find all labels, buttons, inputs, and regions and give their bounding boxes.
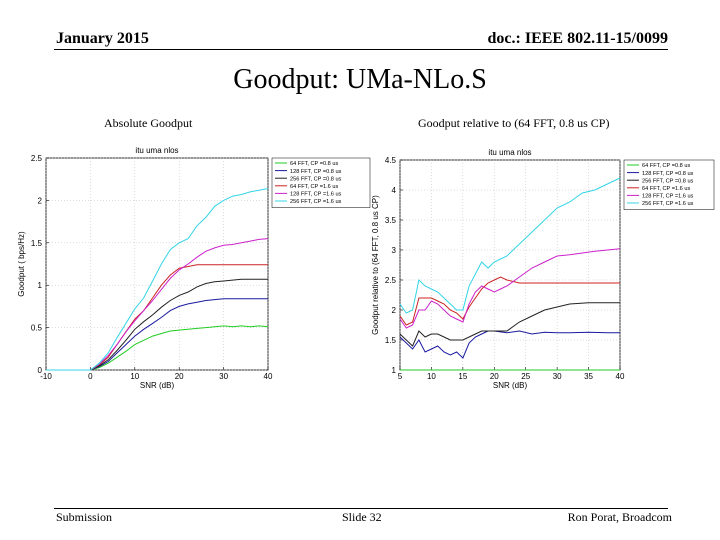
- series-line-5: [46, 238, 269, 371]
- y-tick-label: 2: [38, 196, 43, 205]
- header-doc-id: doc.: IEEE 802.11-15/0099: [487, 30, 668, 47]
- chart-title: itu uma nlos: [135, 146, 178, 155]
- x-tick-label: 40: [264, 372, 273, 381]
- legend-entry: 128 FFT, CP =0.8 us: [290, 169, 342, 175]
- y-tick-label: 1.5: [385, 336, 397, 345]
- series-line-4: [46, 264, 268, 371]
- legend-entry: 256 FFT, CP =1.6 us: [290, 199, 342, 205]
- series-line-3: [46, 278, 268, 371]
- footer-slide-number: Slide 32: [342, 510, 382, 524]
- y-tick-label: 2: [392, 306, 397, 315]
- footer-submission: Submission: [56, 510, 113, 524]
- series-line-2: [46, 298, 268, 371]
- x-tick-label: 35: [584, 372, 593, 381]
- subtitle-relative: Goodput relative to (64 FFT, 0.8 us CP): [418, 116, 610, 130]
- series-line-1: [46, 325, 269, 371]
- x-tick-label: -10: [40, 372, 52, 381]
- x-tick-label: 10: [130, 372, 139, 381]
- x-tick-label: 20: [175, 372, 184, 381]
- slide-title: Goodput: UMa-NLo.S: [233, 64, 487, 95]
- y-axis-label: Goodput ( bps/Hz): [17, 231, 26, 297]
- series-line-4: [399, 276, 620, 326]
- subtitle-absolute: Absolute Goodput: [104, 116, 193, 130]
- x-tick-label: 40: [616, 372, 625, 381]
- y-tick-label: 4.5: [385, 156, 397, 165]
- legend-box: [271, 157, 371, 208]
- legend-entry: 128 FFT, CP =1.6 us: [642, 194, 694, 200]
- footer-author: Ron Porat, Broadcom: [567, 510, 672, 524]
- x-tick-label: 25: [521, 372, 530, 381]
- legend-entry: 64 FFT, CP =0.8 us: [290, 161, 338, 167]
- y-tick-label: 1.5: [31, 239, 43, 248]
- y-tick-label: 0: [38, 366, 43, 375]
- legend-entry: 64 FFT, CP =1.6 us: [642, 186, 690, 192]
- y-tick-label: 2.5: [385, 276, 397, 285]
- y-tick-label: 2.5: [31, 154, 43, 163]
- chart-2: 5 10 15 20 25 30 35 40 1 1.5 2 2.5 3 3.5 4 4.5 itu uma n…: [371, 148, 715, 390]
- y-axis-label: Goodput relative to (64 FFT, 0.8 us CP): [371, 195, 380, 335]
- legend-entry: 256 FFT, CP =0.8 us: [290, 176, 342, 182]
- legend-entry: 64 FFT, CP =0.8 us: [642, 163, 690, 169]
- legend-entry: 256 FFT, CP =1.6 us: [642, 201, 694, 207]
- x-tick-label: 10: [427, 372, 436, 381]
- series-line-5: [399, 248, 621, 329]
- footer-rule: [54, 508, 668, 509]
- series-line-6: [399, 177, 621, 314]
- legend-entry: 256 FFT, CP =0.8 us: [642, 178, 694, 184]
- legend-entry: 64 FFT, CP =1.6 us: [290, 184, 338, 190]
- y-tick-label: 3.5: [385, 216, 397, 225]
- x-tick-label: 30: [553, 372, 562, 381]
- plot-area: [45, 157, 269, 371]
- legend-entry: 128 FFT, CP =0.8 us: [642, 171, 694, 177]
- series-line-3: [399, 302, 620, 347]
- x-tick-label: 15: [458, 372, 467, 381]
- y-tick-label: 0.5: [31, 324, 43, 333]
- y-tick-label: 3: [392, 246, 397, 255]
- y-tick-label: 1: [38, 281, 43, 290]
- x-axis-label: SNR (dB): [140, 381, 175, 390]
- x-tick-label: 20: [490, 372, 499, 381]
- y-tick-label: 4: [392, 186, 397, 195]
- x-tick-label: 5: [398, 372, 403, 381]
- plot-area: [399, 159, 621, 371]
- legend-entry: 128 FFT, CP =1.6 us: [290, 192, 342, 198]
- chart-title: itu uma nlos: [488, 148, 531, 157]
- header-date: January 2015: [56, 30, 149, 47]
- series-line-6: [46, 188, 269, 371]
- x-tick-label: 0: [88, 372, 93, 381]
- y-tick-label: 1: [392, 366, 397, 375]
- x-tick-label: 30: [219, 372, 228, 381]
- x-axis-label: SNR (dB): [493, 381, 528, 390]
- legend-box: [623, 159, 715, 210]
- header-rule: [54, 49, 668, 50]
- series-line-2: [399, 330, 620, 359]
